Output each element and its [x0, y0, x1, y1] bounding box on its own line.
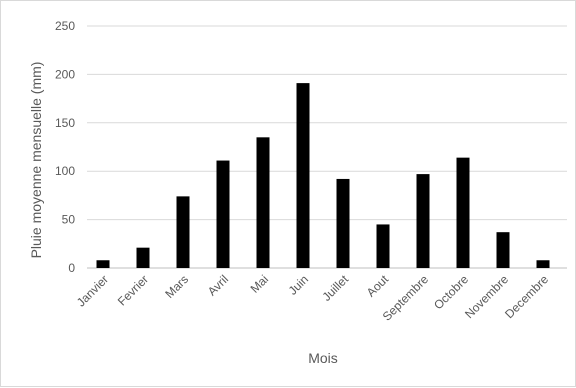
y-tick-label: 50 [62, 213, 76, 227]
bar-novembre [496, 232, 510, 268]
y-tick-label: 200 [55, 67, 75, 81]
x-tick-label: Decembre [502, 272, 551, 321]
bar-mars [176, 196, 190, 268]
y-tick-label: 0 [68, 261, 75, 275]
x-tick-label: Aout [364, 272, 392, 300]
x-tick-label: Juillet [320, 272, 352, 304]
x-tick-label: Fevrier [115, 272, 151, 308]
x-tick-label: Avril [205, 272, 231, 298]
y-tick-labels: 0 50 100 150 200 250 [55, 19, 75, 275]
y-tick-label: 100 [55, 164, 75, 178]
bar-septembre [416, 174, 430, 268]
x-tick-label: Janvier [74, 272, 111, 309]
bar-aout [376, 224, 390, 268]
y-tick-label: 150 [55, 116, 75, 130]
bar-decembre [536, 260, 550, 268]
y-axis-title: Pluie moyenne mensuelle (mm) [28, 62, 44, 259]
gridlines [87, 25, 567, 269]
x-tick-label: Mars [162, 272, 191, 301]
x-tick-labels: Janvier Fevrier Mars Avril Mai Juin Juillet Aou… [74, 272, 551, 324]
bars [96, 83, 550, 268]
x-tick-label: Juin [286, 272, 311, 297]
x-tick-label: Octobre [431, 272, 471, 312]
bar-janvier [96, 260, 110, 268]
bar-juillet [336, 178, 350, 268]
bar-avril [216, 160, 230, 268]
x-axis-title: Mois [308, 350, 338, 366]
bar-juin [296, 83, 310, 268]
bar-mai [256, 137, 270, 268]
bar-fevrier [136, 247, 150, 268]
x-tick-label: Mai [248, 272, 272, 296]
y-tick-label: 250 [55, 19, 75, 33]
bar-octobre [456, 157, 470, 268]
